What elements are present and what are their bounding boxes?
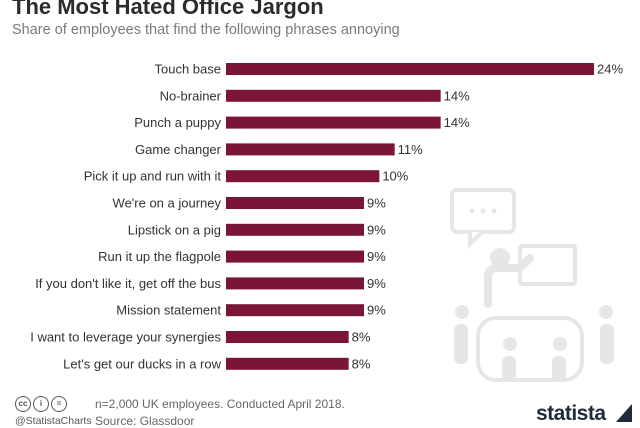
- bar: [226, 170, 380, 183]
- bars-group: Touch base 24% No-brainer 14% Punch a puppy 1…: [30, 62, 623, 372]
- footer: cc i = @StatistaCharts n=2,000 UK employ…: [0, 394, 640, 428]
- cc-icon: cc: [15, 396, 31, 412]
- value-label: 8%: [352, 356, 371, 371]
- value-label: 9%: [367, 196, 386, 211]
- bar: [226, 277, 364, 290]
- value-label: 9%: [367, 303, 386, 318]
- value-label: 8%: [352, 330, 371, 345]
- chart-subtitle: Share of employees that find the followi…: [12, 22, 400, 38]
- category-label: Mission statement: [116, 303, 221, 318]
- value-label: 14%: [444, 88, 470, 103]
- value-label: 10%: [382, 169, 408, 184]
- category-label: If you don't like it, get off the bus: [35, 276, 221, 291]
- category-label: We're on a journey: [113, 196, 222, 211]
- category-label: Touch base: [155, 62, 222, 77]
- category-label: Lipstick on a pig: [128, 222, 221, 237]
- value-label: 24%: [597, 62, 623, 77]
- bar-chart: Touch base 24% No-brainer 14% Punch a puppy 1…: [30, 62, 623, 382]
- no-derivatives-icon: =: [51, 396, 67, 412]
- category-label: No-brainer: [160, 88, 222, 103]
- category-label: Pick it up and run with it: [84, 169, 222, 184]
- bar: [226, 304, 364, 317]
- office-meeting-icon: [450, 188, 614, 382]
- attribution-icon: i: [33, 396, 49, 412]
- category-label: Let's get our ducks in a row: [63, 356, 221, 371]
- statista-logo[interactable]: statista: [536, 402, 606, 425]
- value-label: 9%: [367, 276, 386, 291]
- bar: [226, 250, 364, 263]
- value-label: 14%: [444, 115, 470, 130]
- chart-title: The Most Hated Office Jargon: [12, 0, 324, 19]
- source-text: Source: Glassdoor: [95, 414, 195, 428]
- category-label: I want to leverage your synergies: [30, 330, 221, 345]
- statista-logo-mark: [616, 404, 632, 422]
- bar: [226, 357, 349, 370]
- value-label: 9%: [367, 222, 386, 237]
- bar: [226, 63, 594, 75]
- category-label: Run it up the flagpole: [98, 249, 221, 264]
- bar: [226, 143, 395, 156]
- bar: [226, 116, 441, 129]
- bar: [226, 89, 441, 102]
- bar: [226, 331, 349, 343]
- bar: [226, 197, 364, 209]
- bar: [226, 223, 364, 236]
- value-label: 11%: [398, 142, 423, 157]
- category-label: Punch a puppy: [134, 115, 221, 130]
- survey-note: n=2,000 UK employees. Conducted April 20…: [95, 397, 345, 411]
- category-label: Game changer: [135, 142, 222, 157]
- license-icons: cc i =: [15, 396, 67, 412]
- twitter-handle[interactable]: @StatistaCharts: [15, 415, 92, 427]
- value-label: 9%: [367, 249, 386, 264]
